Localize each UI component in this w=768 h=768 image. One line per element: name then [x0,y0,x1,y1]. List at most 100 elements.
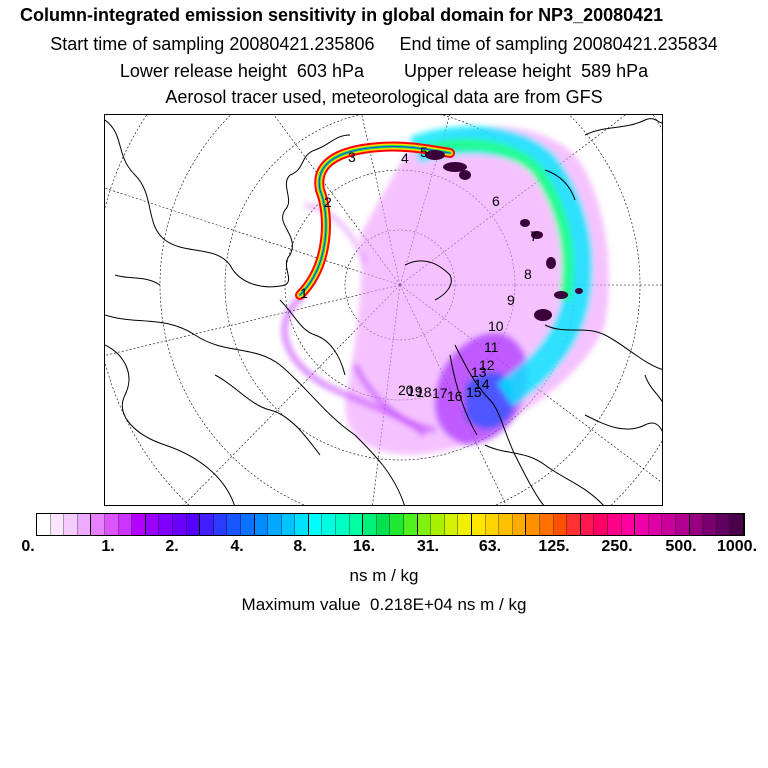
colorbar-swatch [404,514,418,535]
colorbar-swatch [485,514,500,535]
colorbar-swatch [363,514,377,535]
end-time-label: End time of sampling 20080421.235834 [399,34,718,54]
colorbar-swatch [50,514,65,535]
day-label: 12 [479,357,495,373]
colorbar-swatch [635,514,649,535]
colorbar-tick-label: 1. [101,538,115,555]
day-label: 18 [416,384,432,400]
colorbar-tick-label: 63. [478,538,502,555]
colorbar-tick-label: 500. [665,538,697,555]
colorbar-tick-label: 250. [601,538,633,555]
colorbar-swatch [594,514,608,535]
colorbar-swatch [186,514,201,535]
colorbar-swatch [390,514,405,535]
day-label: 9 [507,292,515,308]
colorbar-swatch [417,514,432,535]
colorbar-swatch [322,514,337,535]
colorbar-swatch [132,514,146,535]
colorbar-swatch [145,514,160,535]
colorbar-tick-label: 0. [21,538,35,555]
colorbar-swatch [159,514,173,535]
sensitivity-field [281,126,609,455]
colorbar-swatch [431,514,445,535]
colorbar-swatch [376,514,391,535]
day-label: 2 [324,194,332,210]
colorbar-swatch [703,514,717,535]
colorbar-swatch [336,514,350,535]
release-trajectory [295,141,455,300]
day-label: 7 [530,228,538,244]
release-heights: Lower release height 603 hPa Upper relea… [0,60,768,82]
colorbar-swatch [675,514,690,535]
day-label: 16 [447,388,463,404]
map-panel: 1 2 3 4 5 6 7 8 9 10 11 12 13 14 15 16 17 18 19 20 [104,114,663,506]
lower-release-label: Lower release height 603 hPa [119,61,364,81]
colorbar-tick-label: 16. [352,538,376,555]
colorbar-swatch [77,514,92,535]
colorbar-swatch [580,514,595,535]
colorbar-tick-label: 1000. [716,538,758,555]
colorbar-swatch [499,514,513,535]
colorbar-swatch [118,514,133,535]
colorbar-swatch [268,514,282,535]
colorbar-swatch [254,514,269,535]
colorbar-swatch [213,514,228,535]
colorbar-swatch [512,514,527,535]
colorbar-swatch [64,514,78,535]
coastlines [105,118,662,505]
day-label: 1 [300,285,308,301]
colorbar-swatch [472,514,486,535]
colorbar-swatch [37,514,51,535]
start-time-label: Start time of sampling 20080421.235806 [50,34,375,54]
colorbar-swatch [104,514,119,535]
colorbar-swatch [349,514,364,535]
day-label: 20 [398,382,414,398]
colorbar-swatch [281,514,296,535]
day-label: 10 [488,318,504,334]
upper-release-label: Upper release height 589 hPa [404,61,649,81]
colorbar-tick-label: 8. [293,538,307,555]
colorbar [36,513,745,536]
colorbar-swatch [539,514,554,535]
day-label: 17 [432,385,448,401]
maximum-value-label: Maximum value 0.218E+04 ns m / kg [241,595,527,614]
colorbar-swatch [526,514,540,535]
colorbar-swatch [458,514,472,535]
colorbar-swatch [227,514,241,535]
colorbar-swatch [91,514,105,535]
colorbar-swatch [200,514,214,535]
colorbar-swatch [553,514,568,535]
colorbar-swatch [648,514,663,535]
colorbar-swatch [295,514,309,535]
sampling-times: Start time of sampling 20080421.235806 E… [0,33,768,55]
colorbar-unit: ns m / kg [349,566,419,585]
day-label: 8 [524,266,532,282]
colorbar-tick-label: 31. [416,538,440,555]
colorbar-ticks: 0. 1. 2. 4. 8. 16. 31. 63. 125. 250. 500. 1000. [0,538,768,560]
colorbar-tick-label: 125. [538,538,570,555]
colorbar-swatch [240,514,255,535]
day-label: 15 [466,384,482,400]
colorbar-swatch [716,514,731,535]
colorbar-swatch [172,514,187,535]
colorbar-swatch [308,514,323,535]
day-label: 4 [401,150,409,166]
tracer-note: Aerosol tracer used, meteorological data… [165,87,603,107]
colorbar-swatch [662,514,676,535]
day-label: 19 [407,383,423,399]
plot-title: Column-integrated emission sensitivity i… [20,5,664,25]
day-label: 14 [474,376,490,392]
day-label: 5 [420,144,428,160]
day-label: 13 [471,364,487,380]
colorbar-swatch [621,514,636,535]
colorbar-swatch [444,514,459,535]
high-sensitivity-spots [425,150,583,321]
day-label: 6 [492,193,500,209]
colorbar-swatch [689,514,704,535]
day-label: 11 [484,339,499,355]
colorbar-swatch [607,514,622,535]
colorbar-swatch [567,514,581,535]
colorbar-swatch [730,514,744,535]
